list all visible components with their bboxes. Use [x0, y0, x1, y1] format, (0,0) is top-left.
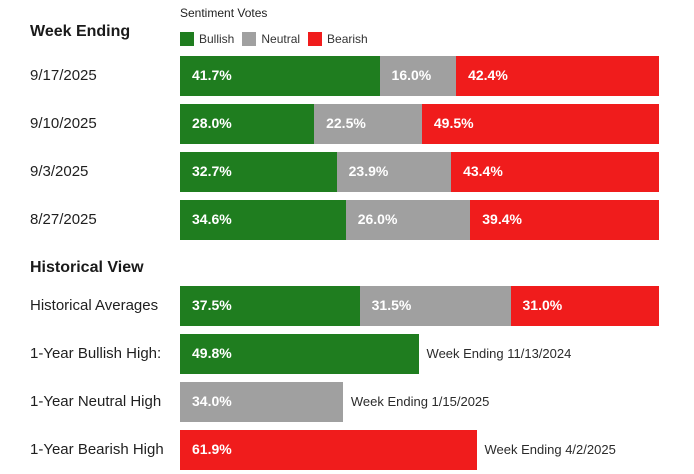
- bar-segment-bearish: 31.0%: [510, 286, 659, 326]
- high-bar-neutral: 34.0%: [180, 382, 343, 422]
- data-label: 22.5%: [326, 115, 366, 131]
- bar-segment-bullish: 32.7%: [180, 152, 337, 192]
- bar-segment-bearish: 61.9%: [180, 430, 477, 470]
- row-label-1-year-bullish-high: 1-Year Bullish High:: [30, 345, 162, 362]
- legend-item-bearish: Bearish: [308, 32, 368, 46]
- row-label-1-year-bearish-high: 1-Year Bearish High: [30, 441, 164, 458]
- row-label-8-27-2025: 8/27/2025: [30, 211, 97, 228]
- section-title-historical-view: Historical View: [30, 259, 144, 276]
- bar-segment-neutral: 34.0%: [180, 382, 343, 422]
- stacked-bar-9-17-2025: 41.7% 16.0% 42.4%: [180, 56, 659, 96]
- bar-segment-bullish: 41.7%: [180, 56, 380, 96]
- legend-swatch-bullish: [180, 32, 194, 46]
- data-label: 26.0%: [357, 211, 398, 227]
- annotation-week-ending: Week Ending 11/13/2024: [426, 346, 572, 361]
- row-label-9-3-2025: 9/3/2025: [30, 163, 89, 180]
- bar-segment-bullish: 34.6%: [180, 200, 346, 240]
- section-title-week-ending: Week Ending: [30, 23, 131, 40]
- annotation-week-ending: Week Ending 1/15/2025: [350, 394, 490, 409]
- bar-segment-bearish: 39.4%: [470, 200, 659, 240]
- bar-segment-neutral: 22.5%: [314, 104, 422, 144]
- data-label: 28.0%: [192, 115, 232, 131]
- stacked-bar-9-3-2025: 32.7% 23.9% 43.4%: [180, 152, 659, 192]
- legend-label-bearish: Bearish: [327, 32, 368, 46]
- data-label: 31.0%: [522, 297, 563, 313]
- data-label: 16.0%: [391, 67, 432, 83]
- bar-segment-bearish: 43.4%: [451, 152, 659, 192]
- row-label-1-year-neutral-high: 1-Year Neutral High: [30, 393, 162, 410]
- high-bar-bearish: 61.9%: [180, 430, 477, 470]
- bar-segment-bearish: 49.5%: [421, 104, 659, 144]
- data-label: 41.7%: [192, 67, 232, 83]
- data-label: 23.9%: [348, 163, 389, 179]
- stacked-bar-historical-averages: 37.5% 31.5% 31.0%: [180, 286, 659, 326]
- row-label-9-17-2025: 9/17/2025: [30, 67, 97, 84]
- data-label: 37.5%: [192, 297, 232, 313]
- high-bar-bullish: 49.8%: [180, 334, 419, 374]
- legend-label-neutral: Neutral: [261, 32, 301, 46]
- data-label: 34.0%: [192, 393, 232, 409]
- bar-segment-neutral: 16.0%: [379, 56, 457, 96]
- bar-segment-neutral: 23.9%: [336, 152, 452, 192]
- annotation-week-ending: Week Ending 4/2/2025: [484, 442, 616, 457]
- data-label: 32.7%: [192, 163, 232, 179]
- legend-swatch-neutral: [242, 32, 257, 46]
- stacked-bar-9-10-2025: 28.0% 22.5% 49.5%: [180, 104, 659, 144]
- legend-item-bullish: Bullish: [180, 32, 234, 46]
- bar-segment-neutral: 31.5%: [359, 286, 511, 326]
- legend-title: Sentiment Votes: [180, 6, 268, 20]
- bar-segment-neutral: 26.0%: [345, 200, 471, 240]
- data-label: 49.5%: [433, 115, 474, 131]
- bar-segment-bullish: 37.5%: [180, 286, 360, 326]
- data-label: 61.9%: [192, 441, 232, 457]
- data-label: 42.4%: [468, 67, 508, 83]
- legend-label-bullish: Bullish: [199, 32, 235, 46]
- legend-swatch-bearish: [308, 32, 323, 46]
- bar-segment-bearish: 42.4%: [456, 56, 659, 96]
- data-label: 39.4%: [482, 211, 522, 227]
- data-label: 34.6%: [192, 211, 232, 227]
- stacked-bar-8-27-2025: 34.6% 26.0% 39.4%: [180, 200, 659, 240]
- legend-item-neutral: Neutral: [242, 32, 300, 46]
- bar-segment-bullish: 28.0%: [180, 104, 315, 144]
- data-label: 43.4%: [463, 163, 503, 179]
- row-label-historical-averages: Historical Averages: [30, 297, 159, 314]
- bar-segment-bullish: 49.8%: [180, 334, 419, 374]
- data-label: 31.5%: [371, 297, 412, 313]
- data-label: 49.8%: [192, 345, 232, 361]
- row-label-9-10-2025: 9/10/2025: [30, 115, 97, 132]
- legend: Bullish Neutral Bearish: [180, 32, 368, 46]
